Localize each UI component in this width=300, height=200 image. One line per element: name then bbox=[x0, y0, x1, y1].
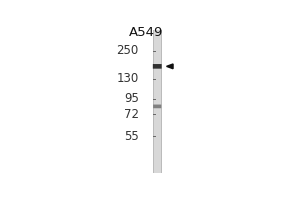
Bar bbox=[153, 30, 162, 173]
FancyBboxPatch shape bbox=[153, 105, 161, 108]
Text: 72: 72 bbox=[124, 108, 139, 121]
Text: 130: 130 bbox=[116, 72, 139, 85]
Text: 250: 250 bbox=[116, 44, 139, 57]
FancyBboxPatch shape bbox=[153, 64, 162, 69]
Text: 55: 55 bbox=[124, 130, 139, 143]
Text: 95: 95 bbox=[124, 92, 139, 105]
Polygon shape bbox=[167, 64, 173, 69]
Text: A549: A549 bbox=[128, 26, 163, 39]
Bar bbox=[154, 30, 161, 173]
